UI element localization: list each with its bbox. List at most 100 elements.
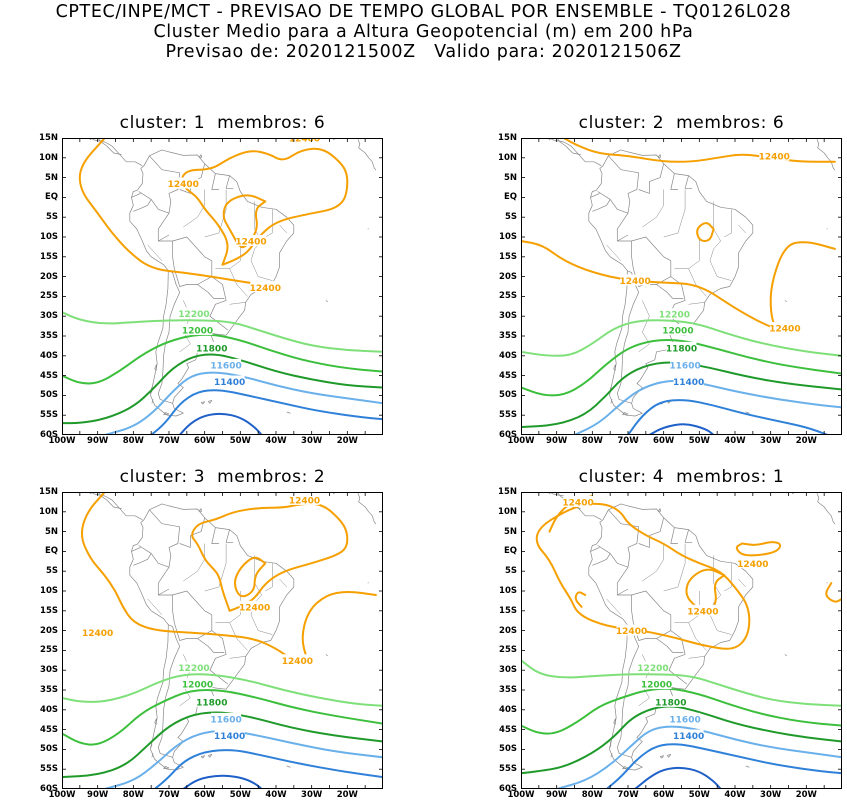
contour-line-12400 xyxy=(180,147,349,266)
lat-tick-label: 35S xyxy=(499,685,517,695)
lat-tick-label: EQ xyxy=(503,546,517,557)
lat-tick-label: 55S xyxy=(499,764,517,775)
panel-3-title: cluster: 3 membros: 2 xyxy=(119,467,326,487)
island-outline xyxy=(784,654,787,657)
lat-tick-label: 20S xyxy=(499,625,517,636)
contour-label-bg xyxy=(196,341,227,353)
contour-line-12400 xyxy=(574,591,587,608)
state-border xyxy=(606,598,622,615)
lat-tick-label: 50S xyxy=(40,744,58,755)
lon-tick-label: 20W xyxy=(795,436,817,446)
lat-tick-label: 5S xyxy=(45,212,58,223)
country-border xyxy=(684,529,693,543)
island-outline xyxy=(200,401,206,405)
state-border xyxy=(254,555,262,604)
lat-tick-label: 45S xyxy=(499,724,517,735)
lon-tick-label: 50W xyxy=(688,436,710,446)
contour-line-11400 xyxy=(150,389,382,434)
lon-tick-label: 80W xyxy=(581,790,603,800)
central-america-coastline xyxy=(91,139,143,167)
contour-label-bg xyxy=(670,712,701,724)
lon-tick-label: 100W xyxy=(48,790,76,800)
lat-tick-label: 30S xyxy=(499,311,517,322)
country-border xyxy=(592,199,611,212)
lat-tick-label: 60S xyxy=(499,784,517,794)
state-border xyxy=(688,656,705,659)
lat-tick-label: 45S xyxy=(40,370,58,381)
contour-label-11400: 11400 xyxy=(673,378,704,388)
state-border xyxy=(265,563,273,592)
header-line-1: CPTEC/INPE/MCT - PREVISAO DE TEMPO GLOBA… xyxy=(55,2,792,22)
contour-label-bg xyxy=(662,324,693,336)
lat-tick-label: 10N xyxy=(498,506,517,517)
state-border xyxy=(688,302,705,305)
map-panel-cluster-1: 12400 12400 12400 12400 12200 12000 11800 11600… xyxy=(62,138,383,435)
contour-line-12400 xyxy=(535,502,751,650)
contour-line-11400 xyxy=(627,399,828,434)
country-border xyxy=(157,213,229,331)
state-border xyxy=(204,189,227,238)
contour-line-12400 xyxy=(80,493,310,664)
contour-label-12000: 12000 xyxy=(182,681,213,691)
contour-line-12000 xyxy=(522,687,841,735)
lat-tick-label: 5S xyxy=(504,566,517,577)
lon-tick-label: 30W xyxy=(301,790,323,800)
contour-label-bg xyxy=(670,358,701,370)
island-outline xyxy=(332,493,336,495)
lat-tick-label: 5N xyxy=(44,526,58,537)
lat-tick-label: 15N xyxy=(498,133,517,143)
state-border xyxy=(606,244,622,261)
contour-line-11800 xyxy=(63,711,382,779)
contour-label-11800: 11800 xyxy=(196,698,227,708)
lat-tick-label: 15S xyxy=(40,605,58,616)
contour-label-bg xyxy=(769,322,800,334)
contour-label-12400: 12400 xyxy=(737,560,768,570)
lon-tick-label: 20W xyxy=(336,790,358,800)
lon-tick-label: 40W xyxy=(265,790,287,800)
contour-label-bg xyxy=(641,678,672,690)
lon-tick-label: 80W xyxy=(581,436,603,446)
lat-tick-label: 30S xyxy=(40,311,58,322)
country-border xyxy=(158,234,170,242)
lat-tick-label: 15S xyxy=(40,251,58,262)
island-outline xyxy=(658,508,661,512)
country-border xyxy=(616,213,688,331)
country-border xyxy=(670,527,678,544)
lat-tick-label: 15S xyxy=(499,605,517,616)
island-outline xyxy=(199,154,202,158)
contour-label-12400: 12400 xyxy=(616,627,647,637)
country-border xyxy=(617,588,629,596)
lon-tick-label: 90W xyxy=(546,790,568,800)
country-border xyxy=(590,547,600,552)
contour-label-11800: 11800 xyxy=(655,698,686,708)
country-border xyxy=(179,517,206,548)
contour-line-11400 xyxy=(606,743,841,788)
country-border xyxy=(211,173,219,190)
country-border xyxy=(616,567,688,685)
contour-line-12000 xyxy=(63,333,382,385)
contour-line-11200 xyxy=(182,774,263,788)
island-outline xyxy=(613,718,616,725)
country-border xyxy=(616,624,640,758)
lat-tick-label: 5N xyxy=(503,526,517,537)
contour-label-12400: 12400 xyxy=(250,284,281,294)
contour-label-bg xyxy=(196,695,227,707)
contour-label-bg xyxy=(666,341,697,353)
contour-label-bg xyxy=(182,678,213,690)
contour-line-12400 xyxy=(825,582,841,603)
map-svg: 12400 12400 12400 12400 12200 12000 11800 11600… xyxy=(522,493,841,788)
south-america-coastline xyxy=(129,149,295,417)
island-outline xyxy=(816,139,836,171)
lat-tick-label: 20S xyxy=(40,271,58,282)
lat-tick-label: 15N xyxy=(39,487,58,497)
lat-tick-label: 55S xyxy=(40,764,58,775)
contour-label-11600: 11600 xyxy=(669,715,700,725)
lon-tick-label: 50W xyxy=(688,790,710,800)
lat-tick-label: 5N xyxy=(44,172,58,183)
island-outline xyxy=(163,412,170,416)
island-outline xyxy=(357,139,377,171)
contour-line-12400 xyxy=(696,222,715,242)
lat-tick-label: 40S xyxy=(499,704,517,715)
lat-tick-label: 50S xyxy=(499,390,517,401)
country-border xyxy=(157,567,229,685)
